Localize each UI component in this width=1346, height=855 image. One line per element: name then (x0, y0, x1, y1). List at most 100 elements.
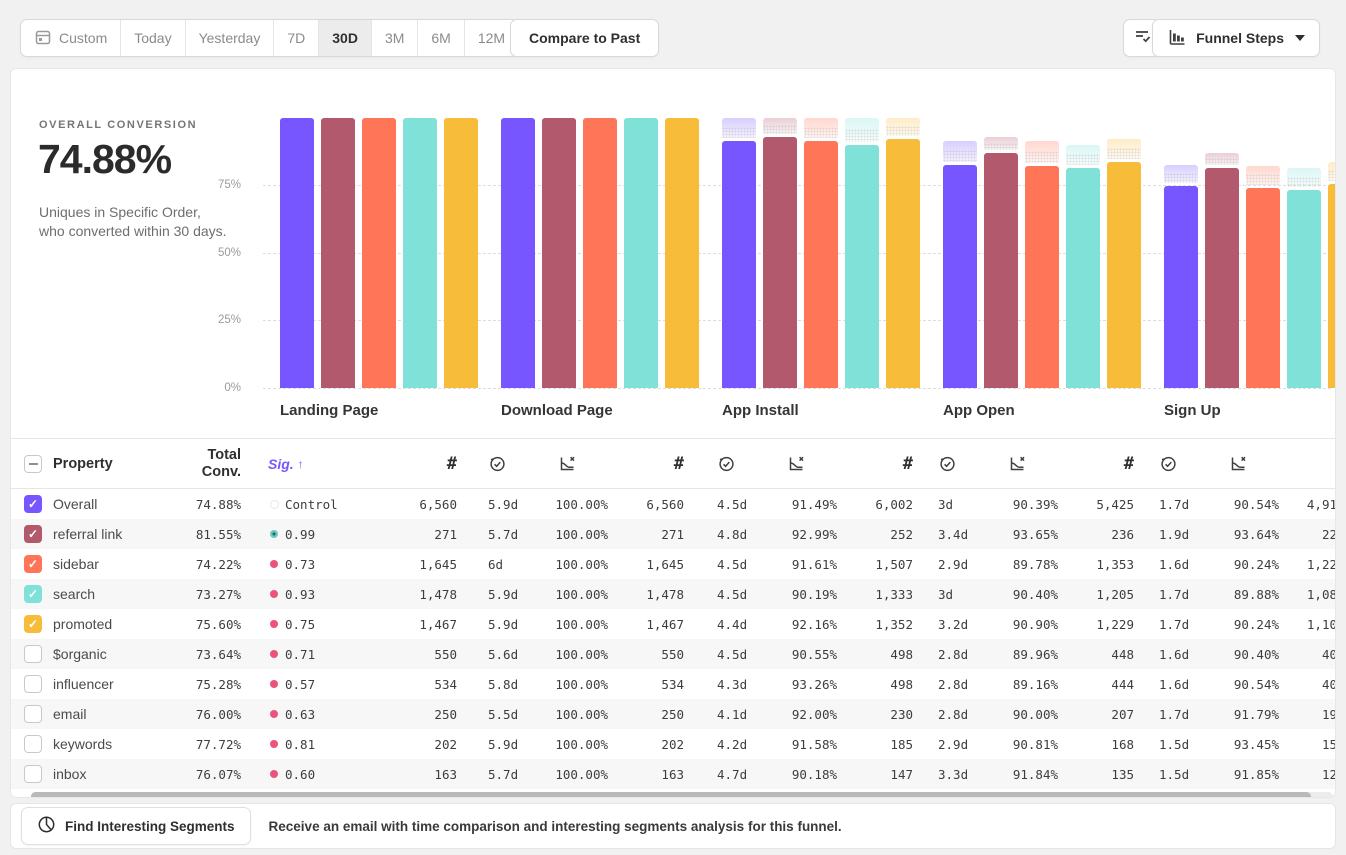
y-tick-50: 50% (217, 247, 241, 259)
row-checkbox-overall[interactable]: ✓ (24, 495, 42, 513)
bar-search-app-open[interactable] (1066, 167, 1100, 388)
significance-dot-low (270, 620, 278, 628)
property-column-header[interactable]: Property (53, 456, 113, 472)
step-count: 5,425 (1096, 496, 1134, 512)
conversion-rate-icon[interactable] (1008, 454, 1027, 478)
bar-referral-link-download-page[interactable] (542, 118, 576, 388)
bar-search-app-install[interactable] (845, 144, 879, 388)
funnel-steps-dropdown[interactable]: Funnel Steps (1152, 19, 1320, 57)
property-name: promoted (53, 616, 113, 632)
row-checkbox-keywords[interactable] (24, 735, 42, 753)
bar-promoted-app-open[interactable] (1107, 161, 1141, 388)
time-to-convert-icon[interactable] (717, 454, 736, 478)
count-column-header[interactable]: # (902, 454, 913, 474)
significance-column-header-sorted[interactable]: Sig. ↑ (268, 439, 304, 489)
significance-value: 0.99 (285, 526, 316, 542)
count-column-header[interactable]: # (1123, 454, 1134, 474)
conversion-rate-icon[interactable] (558, 454, 577, 478)
step-conversion: 90.40% (1233, 646, 1279, 662)
time-to-convert-icon[interactable] (938, 454, 957, 478)
overall-conversion-label: OVERALL CONVERSION (39, 119, 198, 131)
row-checkbox-promoted[interactable]: ✓ (24, 615, 42, 633)
bar-promoted-download-page[interactable] (665, 118, 699, 388)
table-row-search[interactable]: ✓ search 73.27% 0.93 1,478 5.9d 100.00% 1,478 4.… (11, 579, 1335, 609)
step-conversion: 100.00% (555, 586, 608, 602)
bar-referral-link-landing-page[interactable] (321, 118, 355, 388)
bar-search-landing-page[interactable] (403, 118, 437, 388)
date-range-12m[interactable]: 12M (465, 20, 518, 56)
list-check-icon (1132, 26, 1152, 51)
compare-to-past-button[interactable]: Compare to Past (510, 19, 660, 57)
count-column-header[interactable]: # (1263, 439, 1335, 489)
bar-overall-sign-up[interactable] (1164, 185, 1198, 388)
conversion-rate-icon[interactable] (1229, 454, 1248, 478)
bar-sidebar-landing-page[interactable] (362, 118, 396, 388)
step-count: 1,353 (1096, 556, 1134, 572)
chevron-down-icon (1295, 35, 1305, 41)
date-range-30d-selected[interactable]: 30D (319, 20, 372, 56)
table-row-email[interactable]: email 76.00% 0.63 250 5.5d 100.00% 250 4.1d 92.0… (11, 699, 1335, 729)
table-row-inbox[interactable]: inbox 76.07% 0.60 163 5.7d 100.00% 163 4.7d 90.1… (11, 759, 1335, 789)
row-checkbox-sidebar[interactable]: ✓ (24, 555, 42, 573)
step-time: 1.7d (1159, 616, 1190, 632)
bar-promoted-landing-page[interactable] (444, 118, 478, 388)
date-range-yesterday[interactable]: Yesterday (186, 20, 275, 56)
step-count: 1,333 (875, 586, 913, 602)
total-conv-column-header[interactable]: Total Conv. (151, 439, 241, 489)
horizontal-scrollbar-track[interactable] (31, 792, 1333, 797)
significance-dot-low (270, 590, 278, 598)
total-conversion-value: 75.60% (195, 616, 241, 632)
date-range-today[interactable]: Today (121, 20, 186, 56)
table-row-promoted[interactable]: ✓ promoted 75.60% 0.75 1,467 5.9d 100.00% 1,467… (11, 609, 1335, 639)
bar-referral-link-sign-up[interactable] (1205, 167, 1239, 388)
bar-overall-app-open[interactable] (943, 164, 977, 388)
bar-sidebar-app-install[interactable] (804, 140, 838, 388)
table-row-influencer[interactable]: influencer 75.28% 0.57 534 5.8d 100.00% 534 4.3… (11, 669, 1335, 699)
time-to-convert-icon[interactable] (1159, 454, 1178, 478)
bar-referral-link-app-open[interactable] (984, 152, 1018, 388)
total-conversion-value: 74.22% (195, 556, 241, 572)
step-conversion: 93.64% (1233, 526, 1279, 542)
date-range-3m[interactable]: 3M (372, 20, 419, 56)
significance-dot-high (270, 530, 278, 538)
conversion-rate-icon[interactable] (787, 454, 806, 478)
bar-sidebar-download-page[interactable] (583, 118, 617, 388)
bar-search-download-page[interactable] (624, 118, 658, 388)
property-name: keywords (53, 736, 113, 752)
table-row-sidebar[interactable]: ✓ sidebar 74.22% 0.73 1,645 6d 100.00% 1,645 4.5… (11, 549, 1335, 579)
bar-sidebar-app-open[interactable] (1025, 165, 1059, 388)
time-to-convert-icon[interactable] (488, 454, 507, 478)
bar-search-sign-up[interactable] (1287, 190, 1321, 388)
date-range-6m[interactable]: 6M (418, 20, 465, 56)
find-interesting-segments-button[interactable]: Find Interesting Segments (21, 807, 251, 845)
date-range-custom[interactable]: Custom (21, 20, 122, 56)
step-time: 4.5d (717, 496, 748, 512)
bar-sidebar-sign-up[interactable] (1246, 187, 1280, 388)
significance-value: 0.63 (285, 706, 316, 722)
bar-overall-app-install[interactable] (722, 140, 756, 388)
bar-promoted-app-install[interactable] (886, 139, 920, 388)
step-count: 40 (1321, 676, 1336, 692)
bar-referral-link-app-install[interactable] (763, 136, 797, 388)
row-checkbox-search[interactable]: ✓ (24, 585, 42, 603)
row-checkbox--organic[interactable] (24, 645, 42, 663)
table-row-overall[interactable]: ✓ Overall 74.88% Control 6,560 5.9d 100.00% 6,5… (11, 489, 1335, 519)
step-count: 12 (1321, 766, 1336, 782)
bar-overall-download-page[interactable] (501, 118, 535, 388)
y-tick-25: 25% (217, 314, 241, 326)
row-checkbox-email[interactable] (24, 705, 42, 723)
row-checkbox-referral-link[interactable]: ✓ (24, 525, 42, 543)
table-row-referral-link[interactable]: ✓ referral link 81.55% 0.99 271 5.7d 100.00% 27… (11, 519, 1335, 549)
count-column-header[interactable]: # (673, 454, 684, 474)
date-range-7d[interactable]: 7D (274, 20, 320, 56)
count-column-header[interactable]: # (446, 454, 457, 474)
select-all-checkbox-indeterminate[interactable] (24, 455, 42, 473)
row-checkbox-influencer[interactable] (24, 675, 42, 693)
table-row-keywords[interactable]: keywords 77.72% 0.81 202 5.9d 100.00% 202 4.2d 9… (11, 729, 1335, 759)
step-time: 1.6d (1159, 646, 1190, 662)
horizontal-scrollbar-thumb[interactable] (31, 792, 1311, 797)
bar-promoted-sign-up[interactable] (1328, 183, 1335, 388)
bar-overall-landing-page[interactable] (280, 118, 314, 388)
table-row--organic[interactable]: $organic 73.64% 0.71 550 5.6d 100.00% 550 4.5d 9… (11, 639, 1335, 669)
row-checkbox-inbox[interactable] (24, 765, 42, 783)
